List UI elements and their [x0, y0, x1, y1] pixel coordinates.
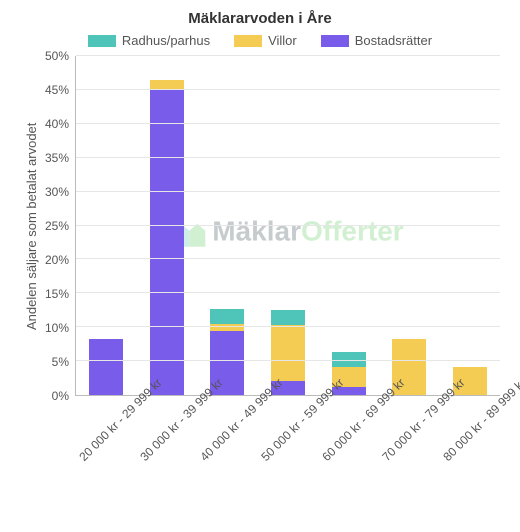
- bar-segment-villor: [271, 325, 305, 381]
- y-tick: 50%: [45, 49, 69, 63]
- bar-segment-bostadsratter: [150, 90, 184, 395]
- x-labels: 20 000 kr - 29 999 kr30 000 kr - 39 999 …: [76, 396, 500, 506]
- gridline: [76, 292, 500, 293]
- bar-segment-bostadsratter: [89, 339, 123, 395]
- bar-column: [453, 56, 487, 395]
- legend-swatch: [234, 35, 262, 47]
- grid: MäklarOfferter: [75, 56, 500, 396]
- gridline: [76, 157, 500, 158]
- y-tick: 5%: [52, 355, 69, 369]
- y-tick: 30%: [45, 185, 69, 199]
- y-tick: 35%: [45, 151, 69, 165]
- x-axis: 20 000 kr - 29 999 kr30 000 kr - 39 999 …: [76, 396, 500, 506]
- legend-item-bostad: Bostadsrätter: [321, 33, 432, 48]
- gridline: [76, 360, 500, 361]
- y-tick: 15%: [45, 287, 69, 301]
- legend-swatch: [321, 35, 349, 47]
- y-axis: 0%5%10%15%20%25%30%35%40%45%50%: [39, 56, 75, 396]
- legend-swatch: [88, 35, 116, 47]
- legend-item-radhus: Radhus/parhus: [88, 33, 210, 48]
- bar-column: [89, 56, 123, 395]
- gridline: [76, 55, 500, 56]
- plot-area: Andelen säljare som betalat arvodet 0%5%…: [20, 56, 500, 396]
- y-axis-label: Andelen säljare som betalat arvodet: [20, 56, 39, 396]
- gridline: [76, 326, 500, 327]
- y-tick: 10%: [45, 321, 69, 335]
- gridline: [76, 258, 500, 259]
- bar-segment-radhus_parhus: [271, 310, 305, 325]
- legend-label: Bostadsrätter: [355, 33, 432, 48]
- y-tick: 40%: [45, 117, 69, 131]
- y-tick: 0%: [52, 389, 69, 403]
- bar-segment-villor: [210, 324, 244, 331]
- bar-column: [392, 56, 426, 395]
- gridline: [76, 123, 500, 124]
- bar-column: [271, 56, 305, 395]
- bar-segment-radhus_parhus: [332, 352, 366, 367]
- legend-item-villor: Villor: [234, 33, 297, 48]
- gridline: [76, 89, 500, 90]
- legend-label: Radhus/parhus: [122, 33, 210, 48]
- gridline: [76, 191, 500, 192]
- chart-title: Mäklararvoden i Åre: [20, 10, 500, 27]
- legend: Radhus/parhus Villor Bostadsrätter: [20, 33, 500, 48]
- y-tick: 45%: [45, 83, 69, 97]
- gridline: [76, 225, 500, 226]
- bar-column: [150, 56, 184, 395]
- y-tick: 25%: [45, 219, 69, 233]
- bars: [76, 56, 500, 395]
- y-tick: 20%: [45, 253, 69, 267]
- bar-column: [210, 56, 244, 395]
- chart-container: Mäklararvoden i Åre Radhus/parhus Villor…: [0, 0, 520, 520]
- legend-label: Villor: [268, 33, 297, 48]
- bar-segment-radhus_parhus: [210, 309, 244, 324]
- bar-column: [332, 56, 366, 395]
